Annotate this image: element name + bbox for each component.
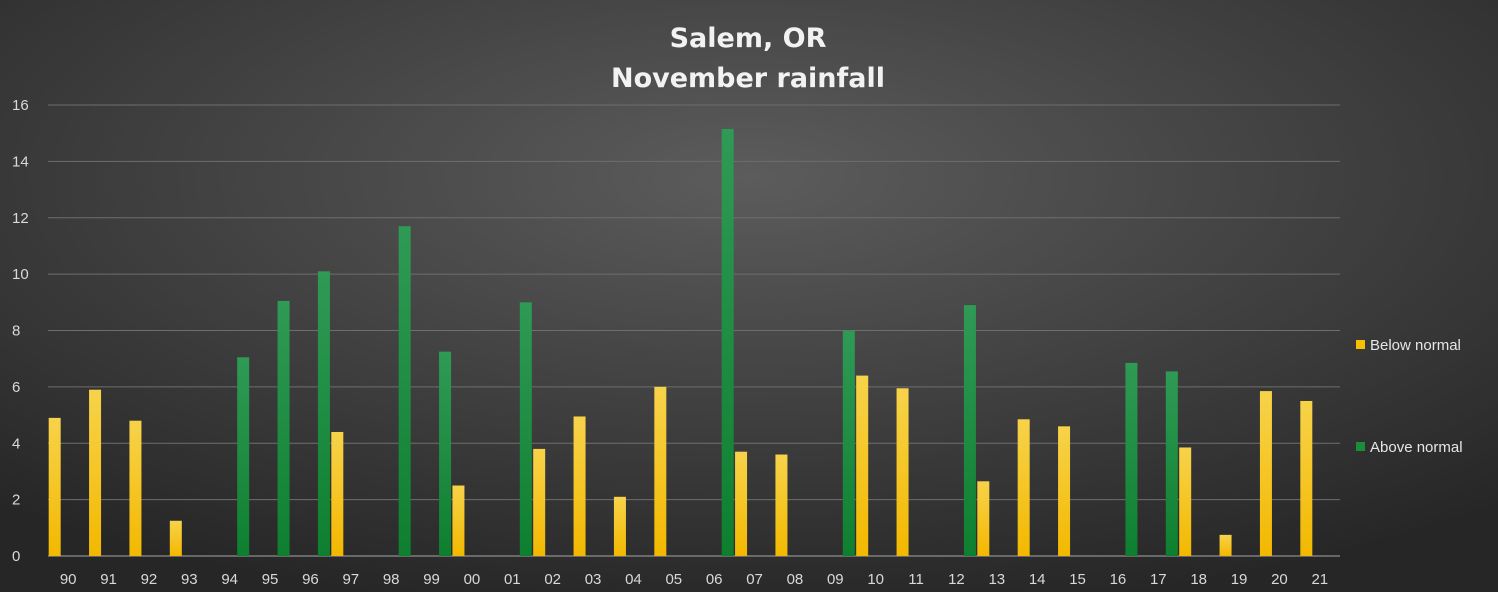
x-tick-label: 12 <box>948 571 965 588</box>
x-tick-label: 18 <box>1190 571 1207 588</box>
bar-above-normal-16 <box>1125 362 1138 556</box>
x-tick-label: 94 <box>221 571 238 588</box>
legend-swatch-below-normal <box>1356 340 1365 349</box>
y-tick-label: 12 <box>12 210 29 227</box>
x-tick-label: 01 <box>504 571 521 588</box>
legend-label-below-normal: Below normal <box>1370 337 1461 354</box>
x-tick-label: 14 <box>1029 571 1046 588</box>
x-tick-label: 17 <box>1150 571 1167 588</box>
bar-above-normal-96 <box>317 271 330 556</box>
y-tick-label: 8 <box>12 323 20 340</box>
bar-above-normal-94 <box>237 357 250 556</box>
bar-below-normal-10 <box>856 375 869 556</box>
x-tick-label: 07 <box>746 571 763 588</box>
bar-above-normal-99 <box>439 351 452 556</box>
bar-above-normal-09 <box>842 330 855 556</box>
x-tick-label: 90 <box>60 571 77 588</box>
x-tick-label: 09 <box>827 571 844 588</box>
bar-below-normal-02 <box>533 448 546 556</box>
y-tick-label: 16 <box>12 97 29 114</box>
x-tick-label: 93 <box>181 571 198 588</box>
y-tick-label: 14 <box>12 153 29 170</box>
bar-below-normal-13 <box>977 481 990 556</box>
bar-below-normal-20 <box>1259 391 1272 556</box>
y-tick-label: 10 <box>12 266 29 283</box>
x-tick-label: 11 <box>908 571 924 588</box>
bar-below-normal-92 <box>129 420 142 556</box>
bar-above-normal-06 <box>721 128 734 556</box>
x-tick-label: 95 <box>262 571 279 588</box>
x-tick-label: 08 <box>787 571 804 588</box>
x-tick-label: 02 <box>544 571 561 588</box>
bar-below-normal-04 <box>613 496 626 556</box>
bar-below-normal-08 <box>775 454 788 556</box>
bar-below-normal-15 <box>1058 426 1071 556</box>
x-tick-label: 91 <box>100 571 117 588</box>
x-tick-label: 15 <box>1069 571 1086 588</box>
x-tick-label: 16 <box>1110 571 1127 588</box>
bar-below-normal-21 <box>1300 400 1313 556</box>
x-tick-label: 92 <box>141 571 158 588</box>
bar-below-normal-14 <box>1017 419 1030 556</box>
y-tick-label: 6 <box>12 379 20 396</box>
x-tick-label: 20 <box>1271 571 1288 588</box>
x-tick-label: 04 <box>625 571 642 588</box>
bar-below-normal-18 <box>1179 447 1192 556</box>
y-tick-label: 4 <box>12 435 20 452</box>
bar-below-normal-97 <box>331 431 344 556</box>
bar-above-normal-95 <box>277 300 290 556</box>
bar-above-normal-01 <box>519 302 532 556</box>
bar-below-normal-00 <box>452 485 465 556</box>
chart-title-line-2: November rainfall <box>611 63 885 94</box>
x-tick-label: 98 <box>383 571 400 588</box>
bar-below-normal-19 <box>1219 534 1232 556</box>
x-tick-label: 00 <box>464 571 481 588</box>
y-tick-label: 0 <box>12 548 20 565</box>
bar-below-normal-11 <box>896 388 909 556</box>
bar-above-normal-17 <box>1165 371 1178 556</box>
x-tick-label: 05 <box>665 571 682 588</box>
x-tick-label: 10 <box>867 571 884 588</box>
bar-below-normal-91 <box>89 389 102 556</box>
x-tick-label: 13 <box>988 571 1005 588</box>
x-tick-label: 96 <box>302 571 319 588</box>
bar-below-normal-05 <box>654 386 667 556</box>
x-tick-label: 06 <box>706 571 723 588</box>
x-tick-label: 99 <box>423 571 440 588</box>
y-tick-label: 2 <box>12 492 20 509</box>
x-tick-label: 03 <box>585 571 602 588</box>
bar-below-normal-07 <box>735 451 748 556</box>
bar-below-normal-90 <box>48 417 61 556</box>
bar-above-normal-12 <box>963 305 976 556</box>
legend-swatch-above-normal <box>1356 442 1365 451</box>
bar-below-normal-93 <box>169 520 182 556</box>
legend-label-above-normal: Above normal <box>1370 439 1463 456</box>
x-tick-label: 21 <box>1311 571 1328 588</box>
x-tick-label: 19 <box>1231 571 1248 588</box>
x-tick-label: 97 <box>342 571 359 588</box>
chart-title-line-1: Salem, OR <box>670 23 827 54</box>
bar-above-normal-98 <box>398 226 411 557</box>
bar-below-normal-03 <box>573 416 586 556</box>
